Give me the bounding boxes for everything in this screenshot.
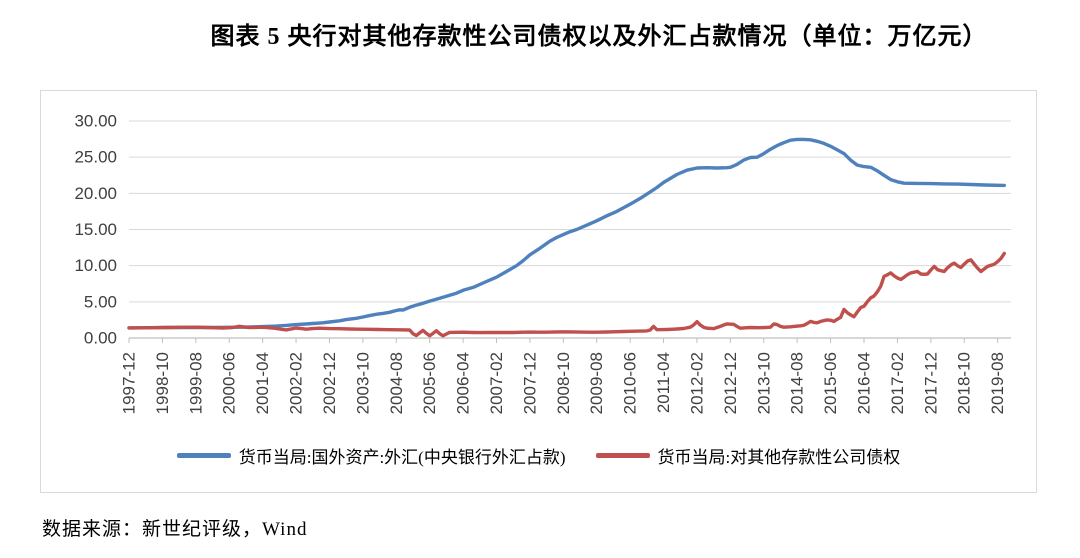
legend-item-fx-holdings: 货币当局:国外资产:外汇(中央银行外汇占款) <box>176 443 566 468</box>
y-tick-label: 25.00 <box>74 148 117 167</box>
y-tick-label: 20.00 <box>74 184 117 203</box>
chart-container: 0.00 5.00 10.00 15.00 20.00 25.00 30.00 1997-12… <box>40 90 1037 493</box>
series-line-odc-claims <box>127 251 1006 338</box>
x-tick-label: 2013-10 <box>754 352 773 414</box>
x-tick-label: 2002-02 <box>287 352 306 414</box>
chart-title: 图表 5 央行对其他存款性公司债权以及外汇占款情况（单位：万亿元） <box>210 24 988 50</box>
legend-label-fx-holdings: 货币当局:国外资产:外汇(中央银行外汇占款) <box>238 448 566 467</box>
x-tick-label: 2014-08 <box>788 352 807 414</box>
chart-legend: 货币当局:国外资产:外汇(中央银行外汇占款) 货币当局:对其他存款性公司债权 <box>41 443 1036 468</box>
chart-canvas: 0.00 5.00 10.00 15.00 20.00 25.00 30.00 1997-12… <box>74 112 1011 414</box>
y-tick-label: 0.00 <box>84 329 117 348</box>
x-tick-label: 2002-12 <box>320 352 339 414</box>
x-tick-label: 2015-06 <box>821 352 840 414</box>
x-tick-label: 2011-04 <box>654 352 673 413</box>
legend-label-odc-claims: 货币当局:对其他存款性公司债权 <box>657 448 901 467</box>
x-tick-label: 2019-08 <box>988 352 1007 414</box>
y-tick-label: 10.00 <box>74 256 117 275</box>
x-tick-label: 1997-12 <box>120 352 139 414</box>
y-tick-label: 30.00 <box>74 112 117 131</box>
x-tick-label: 2010-06 <box>621 352 640 414</box>
x-tick-label: 2017-12 <box>921 352 940 414</box>
x-tick-label: 1998-10 <box>153 352 172 414</box>
x-tick-label: 2000-06 <box>220 352 239 414</box>
legend-item-odc-claims: 货币当局:对其他存款性公司债权 <box>595 443 901 468</box>
y-tick-label: 5.00 <box>84 292 117 311</box>
x-tick-label: 2017-02 <box>888 352 907 414</box>
x-tick-label: 2003-10 <box>353 352 372 414</box>
x-tick-label: 2009-08 <box>587 352 606 414</box>
x-tick-label: 2004-08 <box>387 352 406 414</box>
x-tick-label: 2012-12 <box>721 352 740 414</box>
data-source-note: 数据来源：新世纪评级，Wind <box>42 519 308 540</box>
x-tick-label: 2008-10 <box>554 352 573 414</box>
x-tick-label: 2018-10 <box>955 352 974 414</box>
x-tick-label: 2001-04 <box>253 352 272 414</box>
y-tick-label: 15.00 <box>74 220 117 239</box>
x-tick-label: 2006-04 <box>454 352 473 414</box>
series-line-fx-holdings <box>127 137 1006 330</box>
x-tick-label: 2007-12 <box>520 352 539 414</box>
x-tick-label: 2005-06 <box>420 352 439 414</box>
x-tick-label: 1999-08 <box>186 352 205 414</box>
x-tick-label: 2016-04 <box>855 352 874 414</box>
legend-swatch-blue-line <box>176 453 231 458</box>
x-tick-label: 2012-02 <box>687 352 706 414</box>
x-tick-label: 2007-02 <box>487 352 506 414</box>
legend-swatch-red-line <box>595 453 650 458</box>
